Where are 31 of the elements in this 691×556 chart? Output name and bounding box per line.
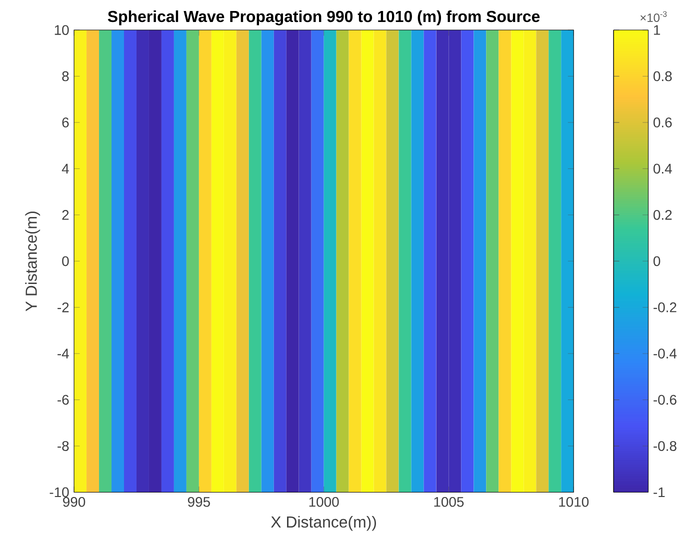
y-tick-label: -8 xyxy=(58,440,69,451)
y-tick-label: -6 xyxy=(58,394,69,405)
color-bar-label: 0 xyxy=(654,256,660,266)
chart-title: Spherical Wave Propagation 990 to 1010 (m) from Source xyxy=(108,10,540,26)
color-bar-label: -0.6 xyxy=(654,394,676,405)
y-tick-label: 10 xyxy=(54,24,69,35)
y-tick-label: 8 xyxy=(62,71,69,82)
color-bar-label: -1 xyxy=(654,487,665,497)
x-tick-label: 1010 xyxy=(559,496,589,507)
y-tick-label: 6 xyxy=(62,117,69,128)
y-tick-label: 2 xyxy=(62,210,69,220)
y-tick-label: -10 xyxy=(50,487,69,498)
y-tick-label: 0 xyxy=(62,256,69,266)
x-tick-label: 995 xyxy=(188,496,210,507)
color-bar-label: 1 xyxy=(654,25,660,35)
color-bar-label: 0.6 xyxy=(654,117,672,128)
x-tick-label: 990 xyxy=(63,496,86,507)
color-bar-label: -0.4 xyxy=(654,348,677,358)
y-tick-label: -4 xyxy=(58,348,69,358)
color-bar-label: -0.2 xyxy=(654,302,676,312)
color-bar-label: 0.4 xyxy=(654,164,672,174)
color-bar-label: -0.8 xyxy=(654,440,676,451)
color-bar-label: 0.2 xyxy=(654,210,672,220)
x-tick-label: 1005 xyxy=(434,496,464,507)
text: ×10$^{-3}$ xyxy=(640,11,667,22)
y-tick-label: -2 xyxy=(58,302,69,312)
x-tick-label: 1000 xyxy=(309,496,339,507)
y-tick-label: 4 xyxy=(62,164,69,174)
color-bar-label: 0.8 xyxy=(654,71,672,82)
y-axis-title: Y Distance(m) xyxy=(25,212,40,312)
x-axis-title: X Distance(m)) xyxy=(271,516,376,531)
